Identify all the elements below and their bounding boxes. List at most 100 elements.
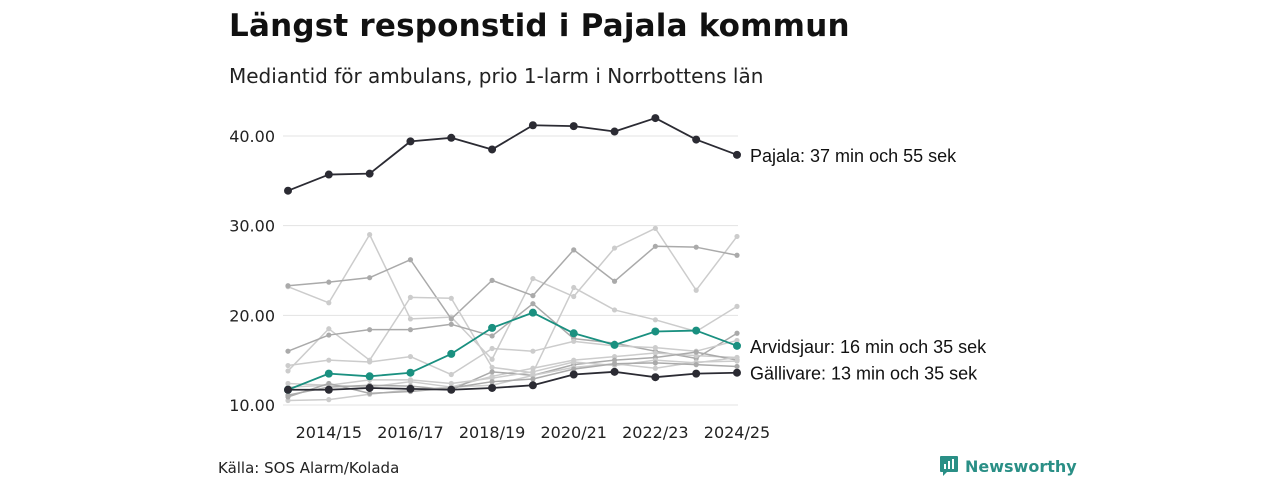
data-point (693, 349, 699, 355)
data-point (407, 257, 414, 263)
y-tick-label: 30.00 (229, 217, 275, 236)
y-tick-label: 40.00 (229, 127, 275, 146)
data-point (571, 359, 577, 365)
data-point (448, 295, 454, 301)
data-point (285, 362, 291, 369)
series-line (287, 362, 738, 398)
data-point (365, 372, 374, 381)
data-point (571, 284, 577, 291)
gridlines (283, 135, 738, 406)
data-point (367, 390, 373, 396)
data-point (326, 397, 332, 403)
data-point (611, 353, 618, 360)
data-point (488, 323, 497, 332)
brand-name: Newsworthy (965, 456, 1077, 476)
data-point (489, 356, 495, 362)
data-point (407, 294, 414, 300)
y-tick-label: 20.00 (229, 306, 275, 325)
data-point (367, 232, 373, 238)
chart-subtitle: Mediantid för ambulans, prio 1-larm i No… (229, 64, 764, 88)
data-point (530, 275, 536, 282)
data-point (734, 330, 740, 336)
data-point (734, 358, 740, 364)
data-point (285, 368, 291, 374)
data-point (571, 247, 577, 253)
data-point (326, 380, 332, 387)
x-tick-label: 2024/25 (704, 423, 770, 442)
data-point (406, 137, 415, 146)
x-tick-label: 2020/21 (540, 423, 606, 442)
data-point (734, 337, 740, 344)
series-pajala (284, 114, 741, 195)
series-line (287, 352, 738, 388)
data-point (569, 122, 578, 131)
data-point (448, 316, 454, 322)
data-point (326, 279, 332, 285)
data-point (285, 348, 291, 354)
data-point (610, 340, 619, 349)
series-kommun-g (285, 349, 740, 398)
data-point (528, 121, 537, 130)
data-point (488, 383, 497, 392)
data-point (652, 360, 658, 366)
data-point (488, 145, 497, 154)
data-point (651, 373, 660, 382)
data-point (489, 345, 495, 352)
x-tick-label: 2018/19 (459, 423, 525, 442)
data-point (611, 357, 618, 363)
data-point (571, 293, 577, 300)
data-point (692, 369, 701, 378)
data-point (652, 345, 658, 351)
y-tick-label: 10.00 (229, 396, 275, 415)
series-end-label: Pajala: 37 min och 55 sek (750, 146, 957, 166)
data-point (652, 317, 658, 323)
data-point (530, 372, 536, 379)
data-point (448, 371, 454, 378)
data-point (489, 277, 495, 283)
data-point (733, 150, 741, 159)
data-point (652, 365, 658, 371)
data-point (324, 170, 333, 179)
data-point (324, 385, 333, 394)
x-tick-label: 2022/23 (622, 423, 688, 442)
series-end-label: Gällivare: 13 min och 35 sek (750, 364, 978, 384)
data-point (489, 375, 495, 381)
data-point (734, 233, 740, 240)
series-line (287, 356, 738, 388)
data-point (448, 321, 454, 327)
data-point (693, 287, 699, 293)
data-point (530, 348, 536, 354)
x-tick-label: 2014/15 (296, 423, 362, 442)
data-point (326, 332, 332, 338)
data-point (693, 244, 699, 250)
data-point (447, 385, 456, 394)
data-point (734, 252, 740, 258)
brand-logo[interactable]: Newsworthy (939, 455, 1077, 477)
source-note: Källa: SOS Alarm/Kolada (218, 459, 400, 477)
data-point (571, 338, 577, 344)
data-point (530, 293, 536, 299)
data-point (365, 169, 374, 178)
series-line (287, 227, 738, 361)
data-point (610, 127, 619, 136)
data-point (530, 376, 536, 382)
data-point (326, 357, 332, 363)
data-point (733, 341, 741, 350)
data-point (365, 383, 374, 392)
data-point (326, 326, 332, 332)
data-point (407, 353, 414, 360)
series-kommun-j (285, 360, 740, 400)
data-point (652, 243, 658, 249)
data-point (693, 362, 699, 368)
data-point (285, 380, 291, 387)
data-point (734, 303, 740, 309)
series-line (287, 339, 738, 376)
data-point (611, 278, 618, 284)
data-point (651, 327, 660, 336)
series-end-labels: Pajala: 37 min och 55 sek Arvidsjaur: 16 … (750, 146, 987, 384)
data-point (569, 370, 578, 379)
series-end-label: Arvidsjaur: 16 min och 35 sek (750, 337, 987, 357)
series-kommun-b (285, 243, 740, 322)
x-tick-label: 2016/17 (377, 423, 443, 442)
data-point (610, 367, 619, 376)
